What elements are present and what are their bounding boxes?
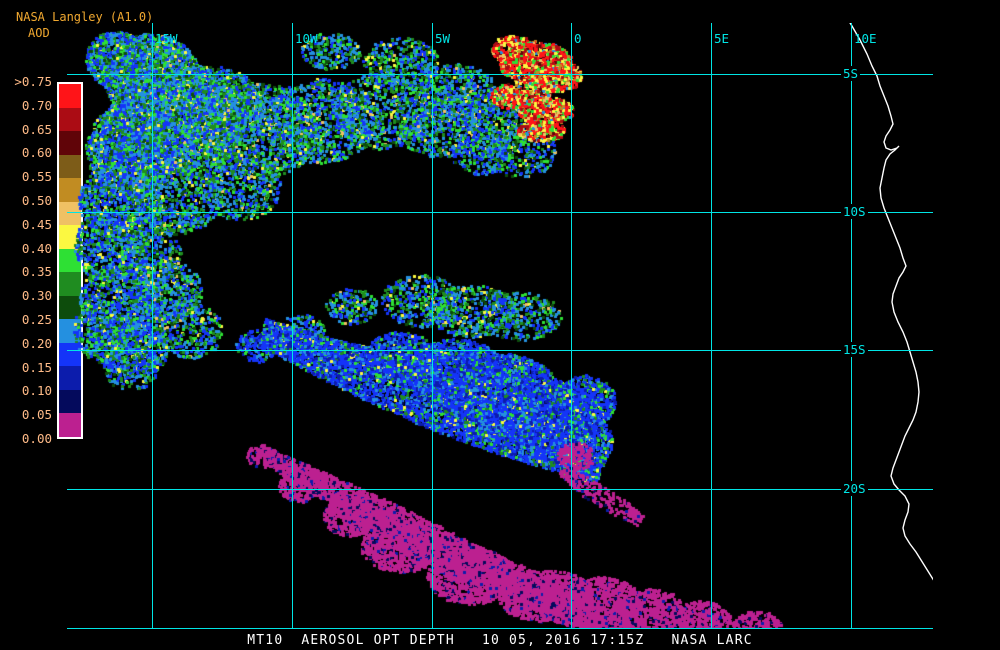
coastline-path — [849, 23, 933, 581]
colorbar-tick-label: 0.15 — [21, 359, 52, 375]
latitude-tick-label: 15S — [841, 342, 868, 357]
colorbar-tick-label: 0.70 — [21, 97, 52, 113]
longitude-gridline — [851, 23, 852, 629]
gridline-layer — [67, 23, 933, 629]
colorbar-title: AOD — [28, 26, 50, 40]
longitude-tick-label: 5W — [435, 31, 451, 46]
longitude-gridline — [152, 23, 153, 629]
colorbar-tick-label: 0.65 — [21, 121, 52, 137]
colorbar-tick-label: 0.60 — [21, 145, 52, 161]
colorbar-tick-label: 0.45 — [21, 216, 52, 232]
coastline-layer — [849, 23, 933, 581]
latitude-gridline — [67, 350, 933, 351]
colorbar-tick-label: 0.35 — [21, 264, 52, 280]
latitude-gridline — [67, 489, 933, 490]
longitude-gridline — [432, 23, 433, 629]
map-plot-area — [67, 23, 933, 629]
longitude-tick-label: 5E — [714, 31, 730, 46]
colorbar-tick-label: 0.20 — [21, 335, 52, 351]
colorbar-tick-label: 0.00 — [21, 431, 52, 446]
colorbar-tick-label: 0.40 — [21, 240, 52, 256]
longitude-tick-label: 10E — [854, 31, 877, 46]
longitude-tick-label: 15W — [155, 31, 178, 46]
latitude-gridline — [67, 74, 933, 75]
longitude-gridline — [571, 23, 572, 629]
aod-data-layer — [67, 23, 933, 629]
colorbar-tick-label: 0.30 — [21, 288, 52, 304]
colorbar-tick-label: 0.55 — [21, 169, 52, 185]
colorbar-tick-label: 0.50 — [21, 193, 52, 208]
plot-bottom-frame — [67, 628, 933, 629]
page-title: NASA Langley (A1.0) — [16, 10, 154, 24]
colorbar-tick-label: >0.75 — [14, 74, 52, 89]
longitude-tick-label: 10W — [295, 31, 318, 46]
figure-caption: MT10 AEROSOL OPT DEPTH 10 05, 2016 17:15… — [247, 633, 753, 648]
longitude-gridline — [292, 23, 293, 629]
colorbar-tick-label: 0.25 — [21, 312, 52, 327]
latitude-gridline — [67, 212, 933, 213]
latitude-tick-label: 10S — [841, 204, 868, 219]
latitude-tick-label: 20S — [841, 481, 868, 496]
colorbar-tick-label: 0.05 — [21, 407, 52, 423]
longitude-tick-label: 0 — [574, 31, 582, 46]
latitude-tick-label: 5S — [841, 66, 861, 81]
longitude-gridline — [711, 23, 712, 629]
colorbar-tick-label: 0.10 — [21, 383, 52, 399]
